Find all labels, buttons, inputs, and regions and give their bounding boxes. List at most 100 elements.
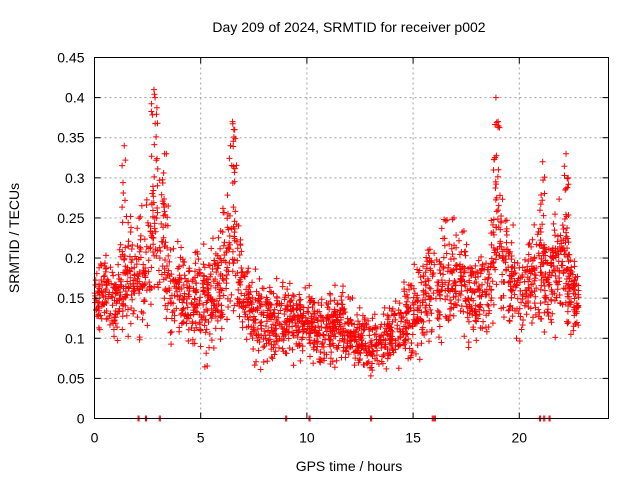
data-point	[164, 306, 171, 313]
data-point	[561, 267, 568, 274]
data-point	[290, 293, 297, 300]
data-point	[312, 324, 319, 331]
data-point	[568, 268, 575, 275]
data-point	[369, 347, 376, 354]
data-point	[209, 265, 216, 272]
data-point	[485, 266, 492, 273]
data-point	[207, 282, 214, 289]
data-point	[119, 219, 126, 226]
data-point	[492, 266, 499, 273]
data-point	[449, 216, 456, 223]
data-point	[413, 317, 420, 324]
data-point	[197, 343, 204, 350]
data-point	[165, 203, 172, 210]
data-point	[500, 314, 507, 321]
data-point	[260, 336, 267, 343]
data-point	[480, 318, 487, 325]
data-point	[447, 312, 454, 319]
data-point	[328, 332, 335, 339]
data-point	[200, 288, 207, 295]
data-point	[490, 259, 497, 266]
data-point	[568, 278, 575, 285]
data-point	[289, 292, 296, 299]
data-point	[191, 340, 198, 347]
data-point	[564, 253, 571, 260]
data-point	[213, 297, 220, 304]
data-point	[116, 308, 123, 315]
data-point	[436, 323, 443, 330]
data-point	[549, 288, 556, 295]
data-point	[404, 330, 411, 337]
data-point	[489, 278, 496, 285]
data-point	[245, 282, 252, 289]
data-point	[247, 298, 254, 305]
data-point	[562, 235, 569, 242]
data-point	[309, 303, 316, 310]
data-point	[416, 356, 423, 363]
data-point	[233, 162, 240, 169]
data-point	[560, 226, 567, 233]
data-point	[413, 294, 420, 301]
data-point	[567, 331, 574, 338]
data-point	[310, 299, 317, 306]
data-point	[359, 320, 366, 327]
data-point	[489, 221, 496, 228]
data-point	[458, 248, 465, 255]
data-point	[141, 236, 148, 243]
data-point	[156, 279, 163, 286]
data-point	[354, 318, 361, 325]
data-point	[403, 325, 410, 332]
data-point	[528, 243, 535, 250]
data-point	[223, 285, 230, 292]
data-point	[193, 301, 200, 308]
grid-layer	[94, 57, 609, 419]
data-point	[270, 338, 277, 345]
data-point	[318, 324, 325, 331]
data-point	[168, 315, 175, 322]
data-point	[547, 316, 554, 323]
data-point	[256, 298, 263, 305]
data-point	[160, 224, 167, 231]
data-point	[128, 291, 135, 298]
data-point	[208, 305, 215, 312]
data-point	[408, 339, 415, 346]
data-point	[497, 238, 504, 245]
data-point	[336, 321, 343, 328]
data-point	[165, 267, 172, 274]
y-tick-label: 0.1	[65, 330, 85, 346]
data-point	[571, 263, 578, 270]
data-point	[181, 290, 188, 297]
data-point	[314, 316, 321, 323]
data-point	[235, 286, 242, 293]
data-point	[317, 348, 324, 355]
data-point	[119, 251, 126, 258]
data-point	[136, 336, 143, 343]
data-point	[575, 287, 582, 294]
data-point	[209, 235, 216, 242]
data-point	[535, 250, 542, 257]
data-point	[217, 255, 224, 262]
data-point	[426, 317, 433, 324]
data-point	[135, 285, 142, 292]
data-point	[356, 349, 363, 356]
data-point	[385, 322, 392, 329]
data-point	[575, 282, 582, 289]
data-point	[266, 288, 273, 295]
data-point	[197, 294, 204, 301]
data-point	[427, 296, 434, 303]
data-point	[539, 272, 546, 279]
chart-title: Day 209 of 2024, SRMTID for receiver p00…	[212, 19, 485, 35]
data-point	[339, 289, 346, 296]
data-point	[532, 293, 539, 300]
data-point	[548, 297, 555, 304]
data-point	[396, 300, 403, 307]
data-point	[150, 241, 157, 248]
data-point	[161, 295, 168, 302]
data-point	[419, 296, 426, 303]
data-point	[200, 301, 207, 308]
data-point	[296, 291, 303, 298]
data-point	[327, 361, 334, 368]
data-point	[503, 239, 510, 246]
data-point	[531, 300, 538, 307]
data-point	[481, 288, 488, 295]
